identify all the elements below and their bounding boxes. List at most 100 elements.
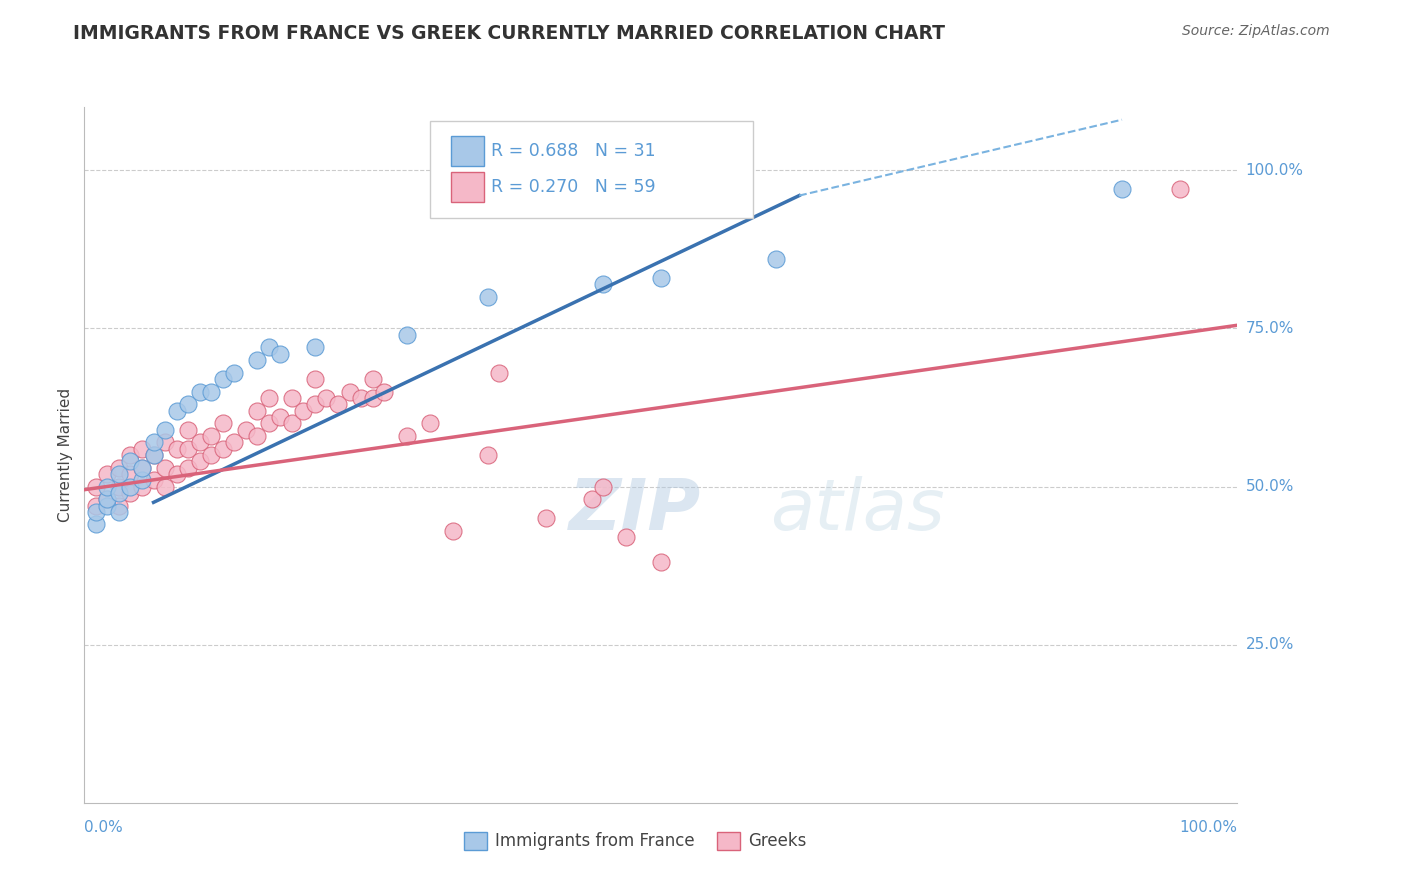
Point [534,511,557,525]
Point [177,397,200,411]
Point [96,499,118,513]
Point [361,391,384,405]
Text: ZIP: ZIP [568,476,700,545]
Text: 100.0%: 100.0% [1246,163,1303,178]
Point [120,454,142,468]
Point [235,423,257,437]
Point [211,442,233,456]
Text: Source: ZipAtlas.com: Source: ZipAtlas.com [1182,23,1330,37]
Point [166,442,188,456]
Point [84,505,107,519]
Point [153,460,176,475]
Point [200,384,222,399]
FancyBboxPatch shape [430,121,754,219]
Point [177,423,200,437]
Point [326,397,349,411]
Point [200,448,222,462]
Point [211,417,233,431]
Point [188,435,211,450]
Point [153,423,176,437]
Text: 50.0%: 50.0% [1246,479,1294,494]
Point [108,486,131,500]
Point [339,384,361,399]
Point [177,460,200,475]
Point [177,442,200,456]
Point [304,340,326,354]
Text: 0.0%: 0.0% [84,821,124,835]
Point [477,448,499,462]
Point [108,479,131,493]
Point [396,429,419,443]
Text: 25.0%: 25.0% [1246,637,1294,652]
Point [246,429,269,443]
Point [257,391,280,405]
Point [120,486,142,500]
Point [131,460,153,475]
Text: R = 0.688   N = 31: R = 0.688 N = 31 [491,142,657,160]
Point [142,435,165,450]
Point [153,479,176,493]
Point [108,460,131,475]
Point [650,556,672,570]
Point [224,435,246,450]
Point [257,340,280,354]
Point [281,391,304,405]
Y-axis label: Currently Married: Currently Married [58,388,73,522]
Point [84,499,107,513]
Point [581,492,603,507]
Point [153,435,176,450]
Point [292,403,315,417]
Point [246,403,269,417]
Point [96,479,118,493]
Point [373,384,395,399]
Point [142,473,165,487]
Point [188,454,211,468]
Point [188,384,211,399]
Text: atlas: atlas [770,476,945,545]
Point [396,327,419,342]
Point [108,505,131,519]
Point [281,417,304,431]
FancyBboxPatch shape [451,172,485,202]
Point [269,347,291,361]
Point [131,442,153,456]
Point [142,448,165,462]
Point [166,403,188,417]
Point [131,479,153,493]
Point [211,372,233,386]
Point [269,409,291,424]
Point [224,366,246,380]
Point [1168,182,1191,196]
Point [131,473,153,487]
Point [84,479,107,493]
Point [246,353,269,368]
Text: 100.0%: 100.0% [1180,821,1237,835]
Point [477,290,499,304]
Point [315,391,337,405]
Point [96,492,118,507]
Point [765,252,787,266]
Point [166,467,188,481]
Text: 75.0%: 75.0% [1246,321,1294,336]
Point [650,270,672,285]
Text: Immigrants from France: Immigrants from France [495,832,695,850]
Point [257,417,280,431]
Text: IMMIGRANTS FROM FRANCE VS GREEK CURRENTLY MARRIED CORRELATION CHART: IMMIGRANTS FROM FRANCE VS GREEK CURRENTL… [73,23,945,43]
Point [304,372,326,386]
Text: Greeks: Greeks [748,832,807,850]
Point [592,479,614,493]
Point [96,467,118,481]
Point [304,397,326,411]
Point [108,467,131,481]
Point [120,448,142,462]
FancyBboxPatch shape [717,831,741,850]
Point [120,467,142,481]
Point [200,429,222,443]
Point [120,479,142,493]
Point [614,530,637,544]
Point [441,524,464,538]
Point [142,448,165,462]
Point [592,277,614,292]
Point [108,499,131,513]
Point [488,366,510,380]
